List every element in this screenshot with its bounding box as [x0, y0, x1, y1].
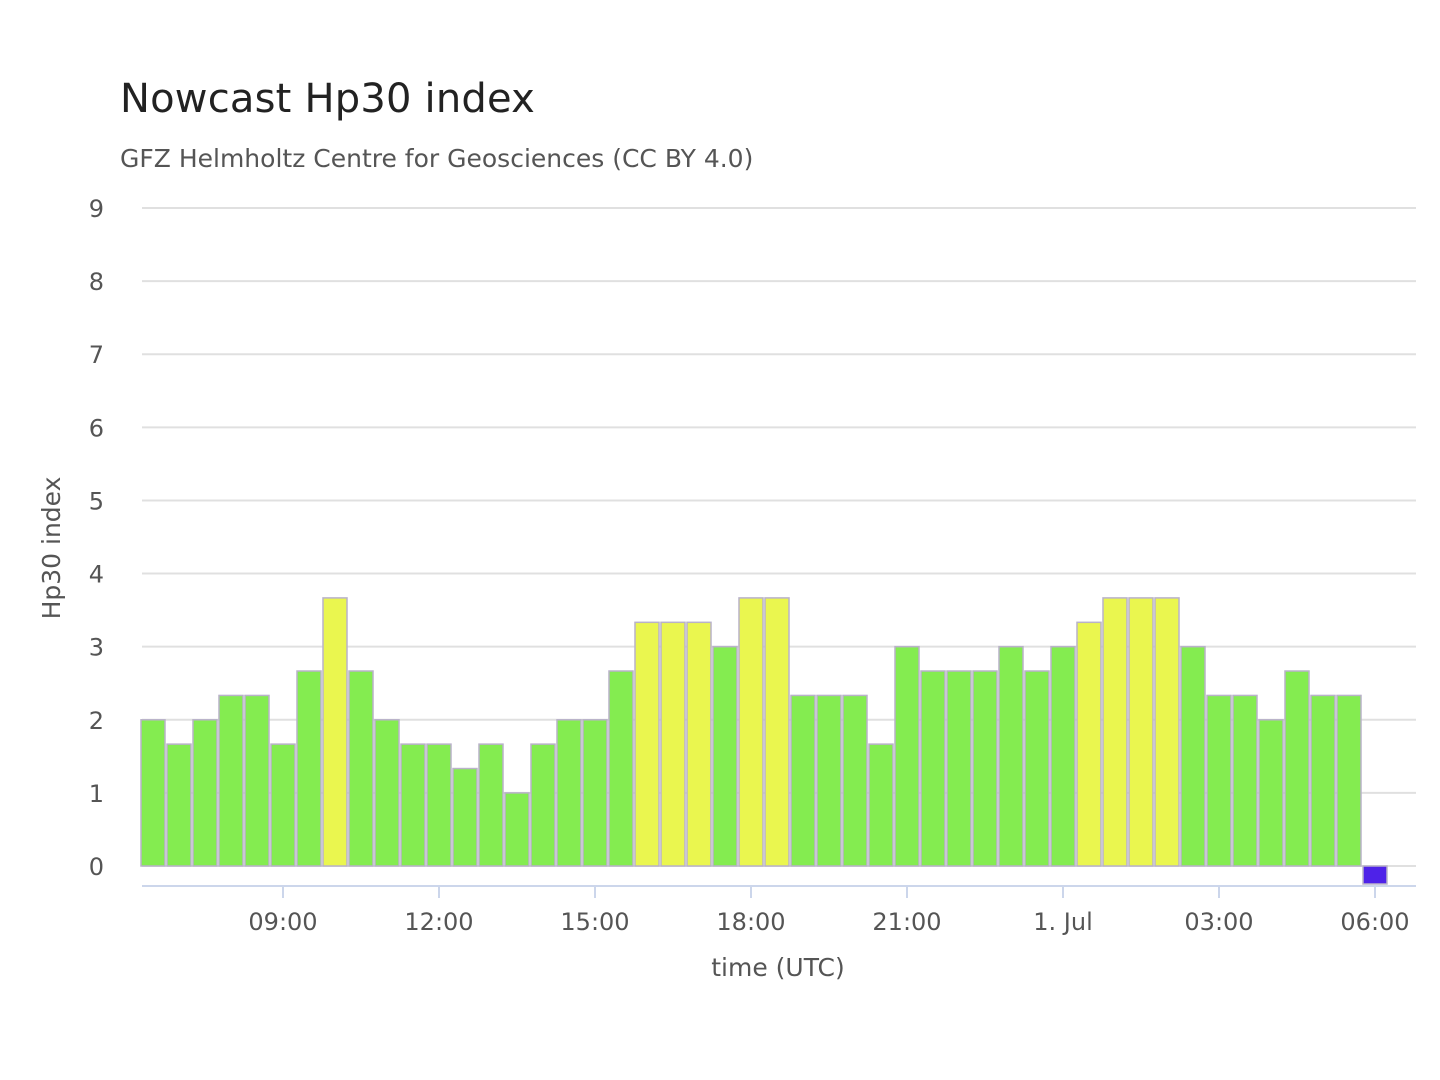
bar: [1128, 597, 1154, 867]
bar: [1050, 645, 1076, 867]
y-tick-label: 2: [89, 707, 104, 735]
bar: [504, 792, 530, 867]
bar: [192, 719, 218, 867]
bar: [868, 743, 894, 867]
chart-title: Nowcast Hp30 index: [120, 76, 535, 122]
bar: [686, 621, 712, 867]
bar: [894, 645, 920, 867]
x-axis-ticks: 09:00 12:00 15:00 18:00 21:00 1. Jul 03:00 06:0…: [248, 886, 1410, 936]
chart-subtitle: GFZ Helmholtz Centre for Geosciences (CC…: [120, 144, 754, 173]
y-axis-ticks: 0 1 2 3 4 5 6 7 8 9: [89, 195, 104, 881]
bar: [790, 694, 816, 867]
x-tick-label: 03:00: [1184, 908, 1253, 936]
bar: [322, 597, 348, 867]
bar: [1284, 670, 1310, 867]
bar: [1206, 694, 1232, 867]
bar: [1336, 694, 1362, 867]
bar: [738, 597, 764, 867]
bar: [660, 621, 686, 867]
bar: [582, 719, 608, 867]
bar: [270, 743, 296, 867]
bar: [1102, 597, 1128, 867]
bar: [296, 670, 322, 867]
bar: [816, 694, 842, 867]
bar: [1076, 621, 1102, 867]
bar: [1232, 694, 1258, 867]
bar: [400, 743, 426, 867]
bar: [764, 597, 790, 867]
x-tick-label: 15:00: [560, 908, 629, 936]
y-tick-label: 8: [89, 268, 104, 296]
y-tick-label: 9: [89, 195, 104, 223]
x-tick-label: 18:00: [716, 908, 785, 936]
bar: [452, 767, 478, 867]
bar: [998, 645, 1024, 867]
bar: [218, 694, 244, 867]
bar: [374, 719, 400, 867]
x-tick-label: 09:00: [248, 908, 317, 936]
bar: [712, 645, 738, 867]
bar: [946, 670, 972, 867]
y-tick-label: 5: [89, 487, 104, 515]
bar: [608, 670, 634, 867]
bar: [348, 670, 374, 867]
bar-series: [140, 597, 1388, 885]
bar: [166, 743, 192, 867]
bar: [556, 719, 582, 867]
bar: [244, 694, 270, 867]
x-axis-title: time (UTC): [711, 953, 845, 982]
bar: [1154, 597, 1180, 867]
x-tick-label: 06:00: [1340, 908, 1409, 936]
y-tick-label: 7: [89, 341, 104, 369]
bar: [842, 694, 868, 867]
bar: [1180, 645, 1206, 867]
x-tick-label: 1. Jul: [1033, 908, 1092, 936]
bar: [634, 621, 660, 867]
y-tick-label: 6: [89, 414, 104, 442]
y-tick-label: 3: [89, 634, 104, 662]
y-axis-title: Hp30 index: [37, 477, 66, 620]
bar: [530, 743, 556, 867]
y-tick-label: 1: [89, 780, 104, 808]
y-tick-label: 0: [89, 853, 104, 881]
bar: [972, 670, 998, 867]
x-tick-label: 12:00: [404, 908, 473, 936]
bar: [1258, 719, 1284, 867]
bar: [1362, 865, 1388, 885]
x-tick-label: 21:00: [872, 908, 941, 936]
bar: [920, 670, 946, 867]
bar: [426, 743, 452, 867]
bar: [1024, 670, 1050, 867]
y-tick-label: 4: [89, 561, 104, 589]
bar: [1310, 694, 1336, 867]
bar: [140, 719, 166, 867]
bar: [478, 743, 504, 867]
